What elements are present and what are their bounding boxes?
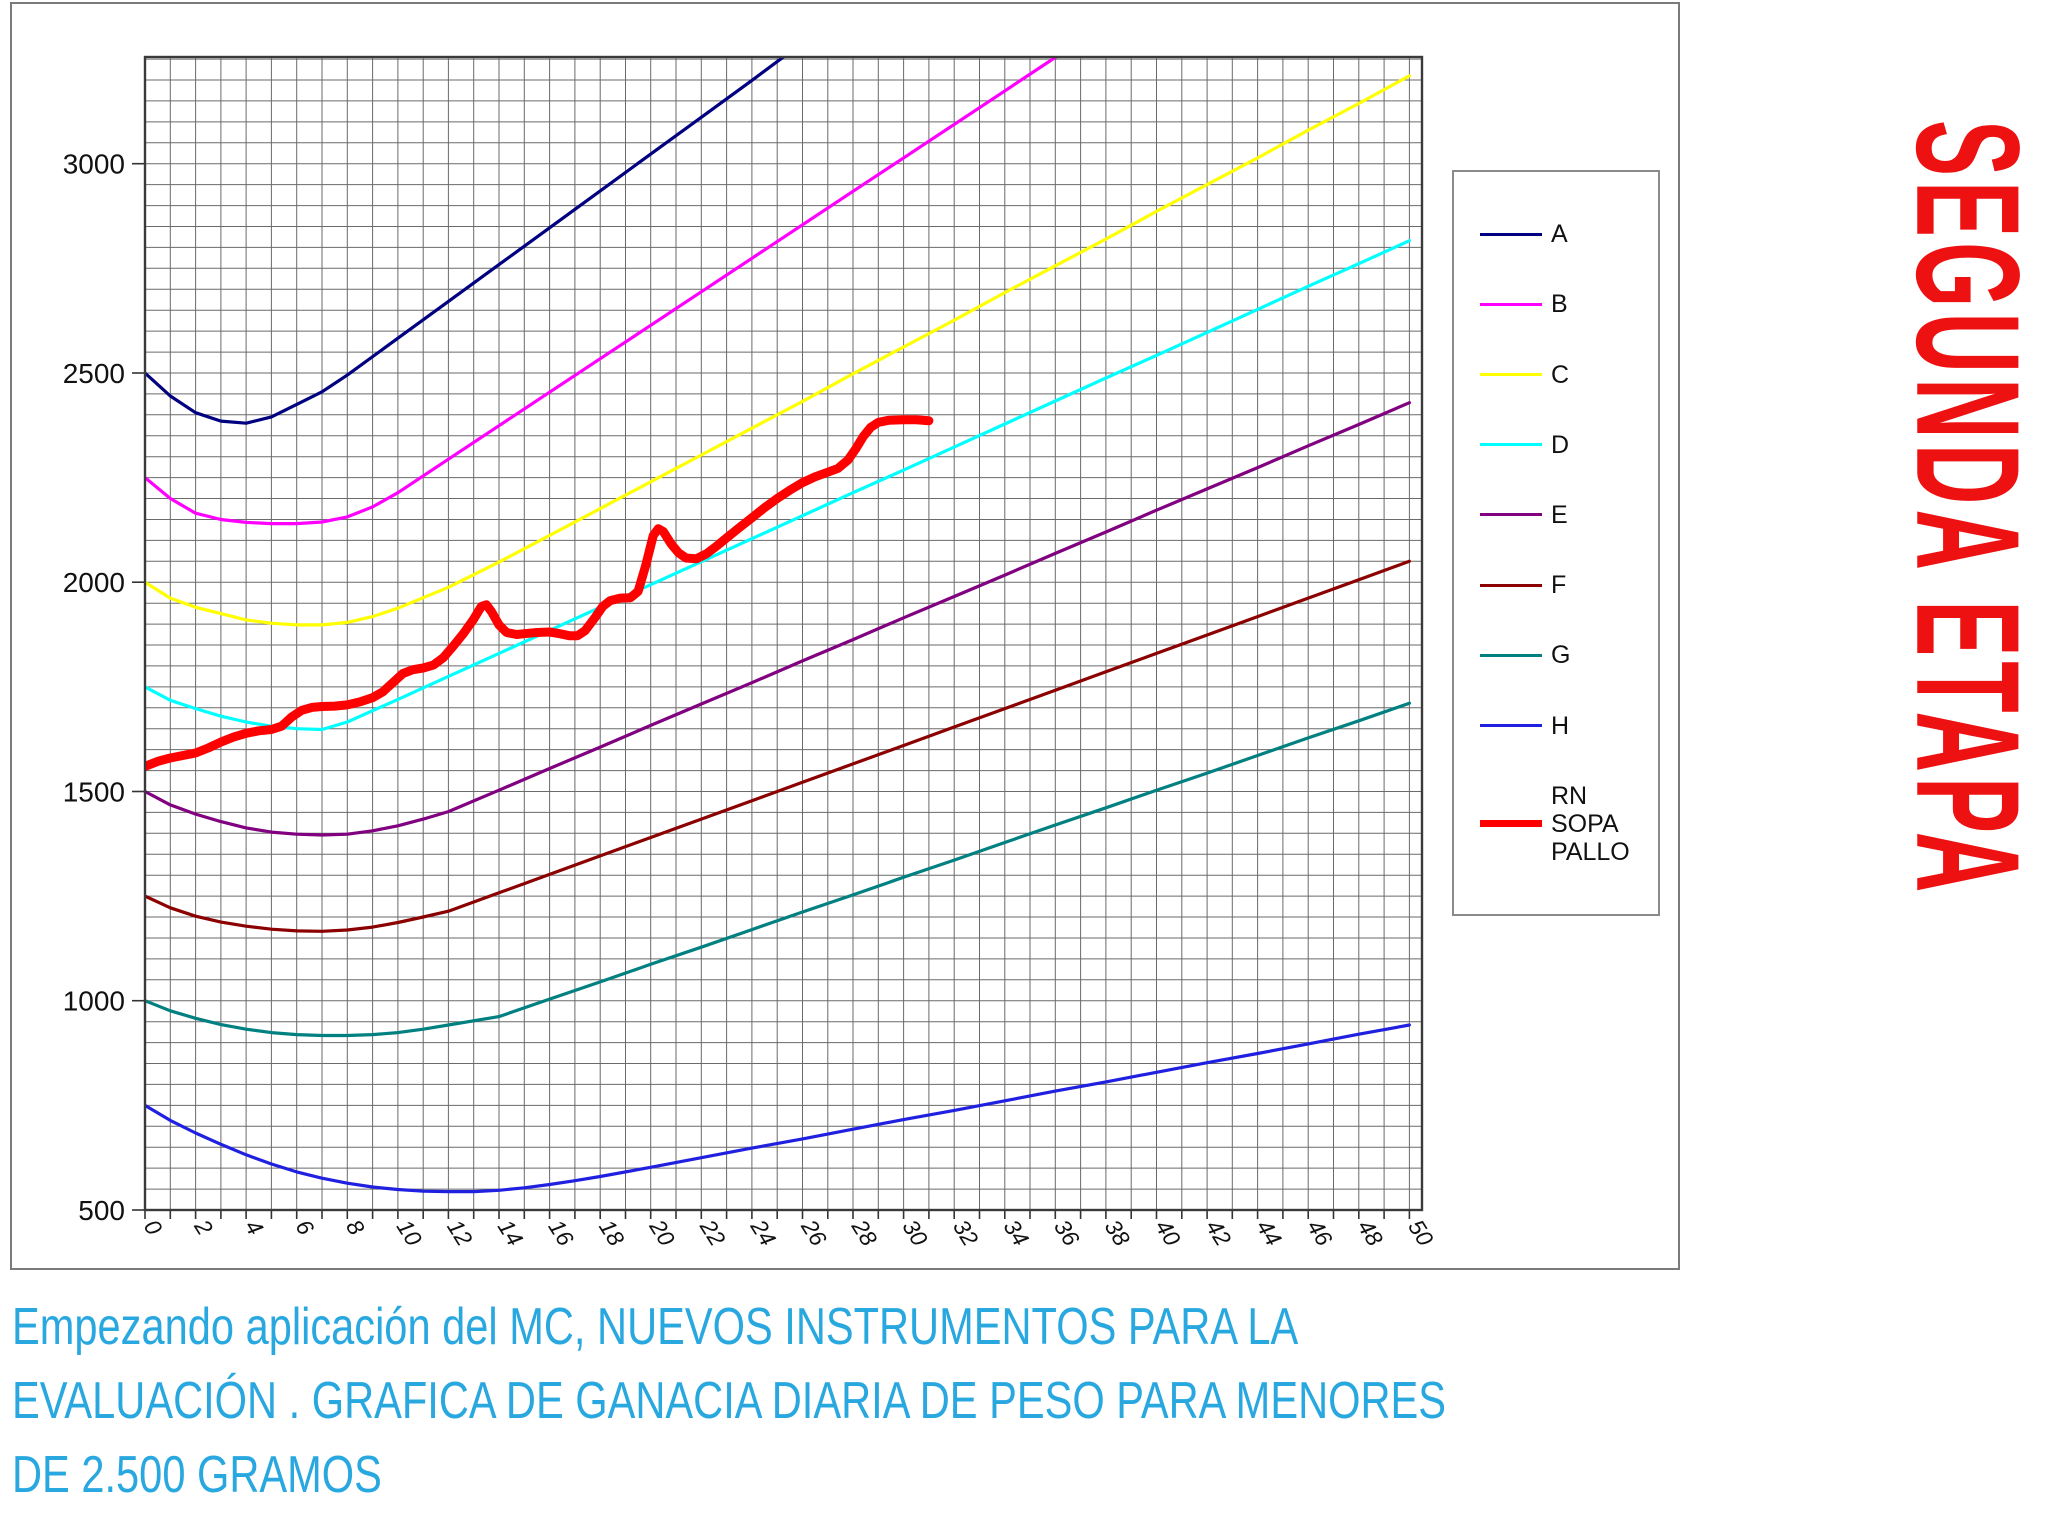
series-line-f: [145, 559, 1412, 933]
legend-label: RN SOPA PALLO: [1551, 781, 1630, 866]
side-label: SEGUNDA ETAPA: [1885, 120, 2048, 898]
series-line-c: [145, 74, 1412, 627]
series-lines: [145, 57, 1412, 1194]
x-axis-label: 2: [189, 1214, 218, 1240]
legend-line-swatch: [1480, 373, 1542, 377]
legend-label: B: [1551, 290, 1568, 319]
legend-label: F: [1551, 571, 1567, 600]
legend-line-swatch: [1480, 232, 1542, 236]
x-axis-label: 38: [1100, 1215, 1136, 1251]
series-line-b: [145, 57, 1059, 526]
series-line-e: [145, 401, 1412, 837]
y-axis-label: 1000: [63, 986, 125, 1017]
x-axis-label: 28: [846, 1214, 882, 1250]
y-axis-labels: 500 1000 1500 2000 2500 3000: [63, 149, 125, 1226]
x-axis-label: 48: [1353, 1215, 1389, 1251]
x-axis-label: 30: [897, 1215, 933, 1251]
legend-item-g: G: [1454, 641, 1658, 669]
legend-item-f: F: [1454, 571, 1658, 599]
legend-item-b: B: [1454, 290, 1658, 318]
x-axis-label: 40: [1150, 1215, 1186, 1251]
y-axis-label: 3000: [63, 149, 125, 180]
series-line-a: [145, 57, 787, 425]
legend-label: G: [1551, 641, 1571, 670]
legend-label: D: [1551, 430, 1570, 459]
legend-line-swatch: [1480, 820, 1542, 828]
x-axis-label: 10: [392, 1215, 428, 1251]
x-axis-label: 34: [999, 1215, 1035, 1250]
legend-line-swatch: [1480, 513, 1542, 517]
series-line-rn-sopa-pallo: [145, 415, 934, 771]
x-axis-label: 8: [341, 1215, 370, 1240]
caption-line-2: EVALUACIÓN . GRAFICA DE GANACIA DIARIA D…: [12, 1372, 1447, 1430]
x-axis-label: 14: [493, 1215, 529, 1250]
legend-item-c: C: [1454, 361, 1658, 389]
y-axis-label: 2000: [63, 567, 125, 598]
legend-line-swatch: [1480, 724, 1542, 727]
x-axis-label: 26: [796, 1214, 832, 1250]
legend-line-swatch: [1480, 443, 1542, 447]
y-axis-label: 2500: [63, 358, 125, 389]
legend-item-h: H: [1454, 712, 1658, 740]
legend-line-swatch: [1480, 583, 1542, 587]
x-axis-label: 50: [1403, 1215, 1439, 1251]
x-axis-label: 32: [948, 1215, 984, 1251]
chart-panel: 500 1000 1500 2000 2500 3000 0 2 4 6 8 10 12 14 16 18 20…: [10, 2, 1680, 1270]
legend-label: A: [1551, 220, 1568, 249]
x-axis-label: 42: [1201, 1215, 1237, 1251]
legend-item-a: A: [1454, 220, 1658, 248]
x-axis-label: 4: [240, 1215, 269, 1240]
x-axis-labels: 0 2 4 6 8 10 12 14 16 18 20 22 24 26 28 30 32 34 36 38 40 42 4…: [139, 1214, 1439, 1250]
x-axis-label: 44: [1251, 1215, 1287, 1250]
legend-label: C: [1551, 360, 1570, 389]
legend-item-rn-sopa-pallo: RN SOPA PALLO: [1454, 782, 1658, 866]
x-axis-label: 20: [644, 1214, 680, 1250]
x-axis-label: 24: [745, 1214, 781, 1250]
legend-line-swatch: [1480, 653, 1542, 657]
legend-item-d: D: [1454, 431, 1658, 459]
caption: Empezando aplicación del MC, NUEVOS INST…: [12, 1290, 1446, 1512]
legend-label: H: [1551, 711, 1570, 740]
x-axis-label: 36: [1049, 1215, 1085, 1251]
series-line-h: [145, 1023, 1412, 1194]
grid: [144, 57, 1422, 1211]
legend-item-e: E: [1454, 501, 1658, 529]
axis-ticks: [132, 162, 1411, 1219]
y-axis-label: 1500: [63, 777, 125, 808]
x-axis-label: 0: [139, 1215, 168, 1240]
x-axis-label: 6: [290, 1215, 319, 1240]
legend-line-swatch: [1480, 302, 1542, 306]
x-axis-label: 46: [1302, 1215, 1338, 1251]
caption-line-1: Empezando aplicación del MC, NUEVOS INST…: [12, 1298, 1299, 1356]
x-axis-label: 18: [594, 1215, 630, 1251]
plot-frame: [143, 55, 1424, 1212]
series-line-g: [145, 701, 1412, 1038]
y-axis-label: 500: [78, 1195, 125, 1226]
x-axis-label: 22: [695, 1214, 731, 1250]
legend: A B C D E F G H RN SOPA PALLO: [1452, 170, 1660, 916]
legend-label: E: [1551, 500, 1568, 529]
x-axis-label: 12: [442, 1215, 478, 1251]
x-axis-label: 16: [543, 1215, 579, 1251]
caption-line-3: DE 2.500 GRAMOS: [12, 1446, 382, 1504]
